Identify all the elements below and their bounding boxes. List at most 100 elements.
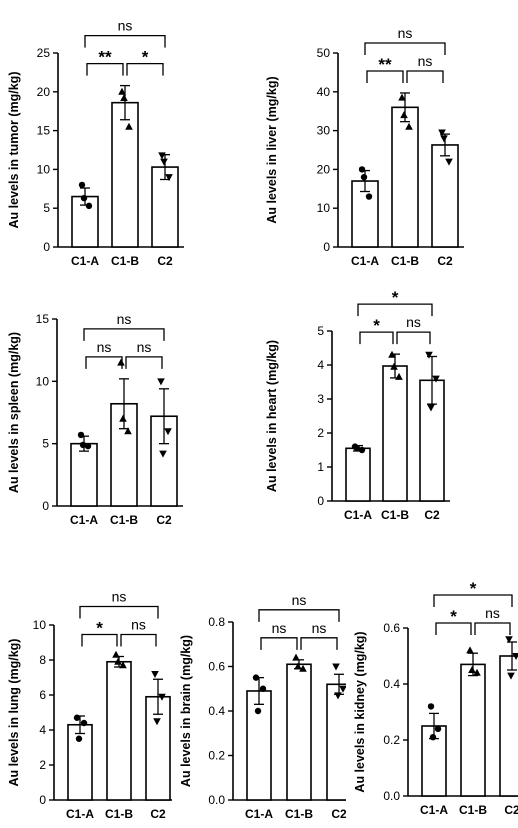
significance-bracket [435, 622, 472, 635]
y-tick-label: 6 [39, 688, 46, 702]
data-point [158, 152, 166, 160]
data-point [353, 445, 361, 452]
significance-bracket [79, 605, 159, 619]
data-point [445, 158, 453, 166]
data-point [427, 703, 435, 710]
data-point [294, 662, 302, 670]
y-tick-label: 15 [36, 312, 50, 326]
y-tick-label: 0.4 [208, 704, 225, 718]
data-point [114, 657, 122, 665]
data-point [125, 122, 133, 130]
data-point [157, 378, 165, 386]
y-tick-label: 0.4 [383, 677, 400, 691]
data-point [425, 351, 433, 359]
bar [106, 660, 132, 801]
y-tick-label: 0.8 [208, 615, 225, 629]
data-point [440, 135, 448, 143]
data-point [473, 668, 481, 676]
significance-bracket [300, 637, 338, 650]
significance-bracket [406, 70, 444, 83]
data-point [390, 362, 398, 370]
bar [111, 101, 139, 248]
data-point [398, 93, 406, 101]
data-point [395, 372, 403, 380]
data-point [358, 446, 366, 454]
data-point [73, 714, 81, 721]
data-point [434, 725, 442, 732]
data-point [78, 181, 86, 189]
chart-liver: 0 10 20 30 40 50 Au levels in liver (mg/kg) C1-… [265, 25, 464, 268]
y-tick-label: 50 [317, 46, 331, 60]
significance-label: ns [117, 311, 132, 327]
data-point [75, 735, 83, 742]
data-point [252, 674, 260, 681]
data-point [388, 350, 396, 358]
significance-bracket [260, 637, 298, 650]
y-tick-label: 10 [37, 162, 51, 176]
data-point [164, 428, 172, 436]
y-axis-label: Au levels in tumor (mg/kg) [7, 72, 21, 229]
significance-label: ** [98, 48, 112, 67]
data-point [79, 441, 87, 449]
data-point [334, 692, 342, 700]
y-tick-label: 0 [43, 240, 50, 254]
significance-bracket [359, 331, 394, 345]
bar [246, 690, 272, 801]
data-point [512, 653, 518, 660]
significance-label: ns [131, 617, 146, 633]
y-tick-label: 20 [37, 85, 51, 99]
x-tick-label: C2 [437, 254, 453, 268]
significance-label: ns [292, 592, 307, 608]
data-point [159, 450, 167, 458]
significance-bracket [357, 303, 433, 317]
y-tick-label: 5 [42, 437, 49, 451]
significance-bracket [474, 622, 511, 635]
significance-label: * [392, 288, 399, 307]
y-tick-label: 0.2 [208, 749, 225, 763]
x-tick-label: C1-B [391, 254, 419, 268]
data-point [468, 666, 476, 673]
y-tick-label: 5 [43, 201, 50, 215]
data-point [124, 427, 132, 435]
y-tick-label: 0.0 [383, 789, 400, 803]
data-point [358, 166, 366, 173]
y-tick-label: 3 [317, 392, 324, 406]
significance-bracket [125, 356, 163, 369]
x-tick-label: C1-B [285, 807, 313, 821]
significance-bracket [396, 331, 431, 345]
y-tick-label: 25 [37, 46, 51, 60]
x-tick-label: C2 [331, 807, 346, 821]
data-point [259, 685, 267, 692]
data-point [507, 672, 515, 680]
significance-bracket [366, 70, 404, 83]
significance-bracket [364, 42, 446, 55]
y-axis-label: Au levels in heart (mg/kg) [265, 340, 279, 492]
data-point [84, 442, 92, 450]
data-point [85, 202, 93, 210]
significance-label: ns [485, 605, 500, 621]
x-tick-label: C1-A [245, 807, 273, 821]
data-point [427, 404, 435, 412]
y-axis-label: Au levels in lung (mg/kg) [7, 639, 21, 787]
chart-tumor: 0 5 10 15 20 25 Au levels in tumor (mg/kg) C1-A… [7, 18, 184, 268]
chart-kidney: 0.0 0.2 0.4 0.6 Au levels in kidney (mg/kg) C… [353, 579, 518, 817]
data-point [360, 173, 368, 181]
data-point [400, 111, 408, 119]
data-point [365, 193, 373, 200]
data-point [153, 718, 161, 726]
significance-label: ns [398, 25, 413, 41]
data-point [119, 661, 127, 669]
significance-label: ns [118, 18, 133, 34]
x-tick-label: C1-A [66, 807, 94, 821]
y-tick-label: 1 [317, 460, 324, 474]
data-point [432, 375, 440, 383]
y-tick-label: 5 [317, 324, 324, 338]
data-point [505, 636, 513, 644]
x-tick-label: C1-A [420, 803, 448, 817]
data-point [120, 94, 128, 102]
bar [460, 663, 486, 797]
y-tick-label: 0.6 [383, 621, 400, 635]
significance-label: ns [137, 339, 152, 355]
significance-bracket [83, 328, 165, 341]
bar [431, 144, 459, 248]
